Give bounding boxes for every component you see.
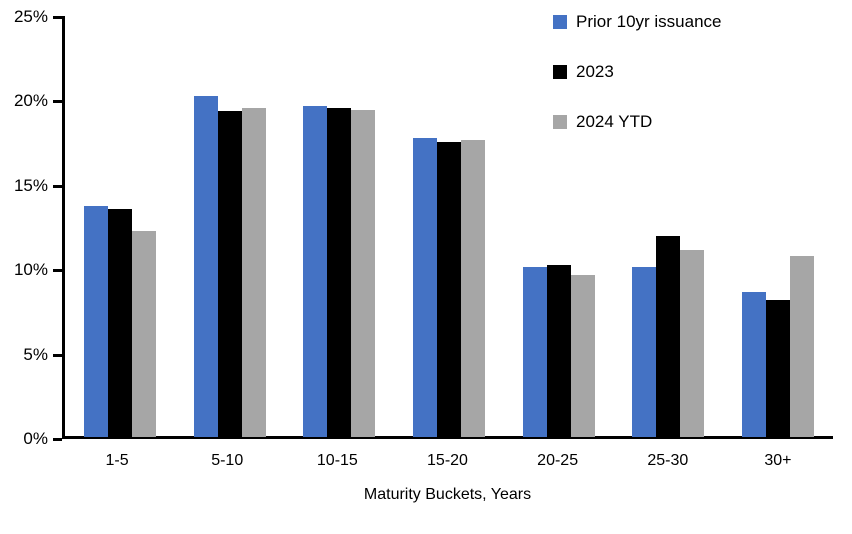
x-axis-category-label: 25-30	[647, 452, 689, 469]
legend-label: Prior 10yr issuance	[576, 12, 722, 31]
bar-group-25-30	[614, 17, 724, 437]
bar-2024-ytd-1-5	[131, 231, 156, 437]
y-axis-tick	[53, 16, 62, 19]
y-axis-tick-label: 10%	[13, 260, 48, 280]
y-axis-tick	[53, 184, 62, 188]
bar-prior-10yr-issuance-15-20	[413, 138, 438, 437]
bar-2023-20-25	[546, 264, 571, 437]
bar-prior-10yr-issuance-5-10	[193, 96, 218, 437]
bar-group-1-5	[65, 17, 175, 437]
bar-2023-5-10	[217, 111, 242, 437]
legend-item: Prior 10yr issuance	[553, 12, 722, 32]
y-axis-tick-label: 0%	[23, 429, 48, 448]
bar-2023-15-20	[437, 141, 462, 437]
y-axis-tick	[53, 438, 62, 441]
bar-2024-ytd-5-10	[241, 107, 266, 437]
legend-item: 2024 YTD	[553, 112, 722, 132]
x-axis-category-label: 20-25	[537, 452, 579, 469]
legend-label: 2024 YTD	[576, 112, 653, 131]
bar-2024-ytd-10-15	[351, 109, 376, 437]
bar-group-10-15	[284, 17, 394, 437]
legend-label: 2023	[576, 62, 614, 81]
bar-2024-ytd-30+	[790, 256, 815, 437]
bar-2023-30+	[766, 300, 791, 437]
bar-2023-10-15	[327, 107, 352, 437]
bar-prior-10yr-issuance-10-15	[303, 106, 328, 437]
legend-item: 2023	[553, 62, 722, 82]
bar-2024-ytd-20-25	[570, 275, 595, 437]
legend: Prior 10yr issuance 2023 2024 YTD	[553, 12, 722, 132]
bar-prior-10yr-issuance-20-25	[522, 266, 547, 437]
bar-group-20-25	[504, 17, 614, 437]
y-axis-tick-label: 5%	[23, 344, 48, 364]
y-axis-tick-label: 25%	[13, 7, 48, 26]
bar-2023-1-5	[107, 209, 132, 437]
bar-2024-ytd-25-30	[680, 249, 705, 437]
bar-prior-10yr-issuance-1-5	[83, 205, 108, 437]
x-axis-category-label: 30+	[764, 452, 792, 469]
bar-group-5-10	[175, 17, 285, 437]
y-axis-tick	[53, 100, 62, 104]
bars-area	[65, 17, 833, 437]
bar-prior-10yr-issuance-30+	[742, 291, 767, 437]
x-axis-title: Maturity Buckets, Years	[363, 486, 532, 503]
x-axis-category-label: 5-10	[211, 452, 244, 469]
y-axis-tick	[53, 269, 62, 273]
y-axis-tick	[53, 353, 62, 357]
y-axis-tick-label: 20%	[13, 91, 48, 111]
legend-swatch-icon	[553, 65, 567, 79]
x-axis-labels: 1-5 5-10 10-15 15-20 20-25 25-30 30+	[62, 452, 833, 470]
legend-swatch-icon	[553, 15, 567, 29]
x-axis-category-label: 10-15	[316, 452, 358, 469]
bar-group-30+	[723, 17, 833, 437]
x-axis-category-label: 1-5	[105, 452, 129, 469]
plot-area	[62, 16, 833, 439]
legend-swatch-icon	[553, 115, 567, 129]
bar-group-15-20	[394, 17, 504, 437]
x-axis-category-label: 15-20	[427, 452, 468, 469]
bar-2023-25-30	[656, 236, 681, 437]
bar-prior-10yr-issuance-25-30	[632, 266, 657, 437]
y-axis-tick-label: 15%	[13, 175, 48, 195]
bar-2024-ytd-15-20	[461, 139, 486, 437]
